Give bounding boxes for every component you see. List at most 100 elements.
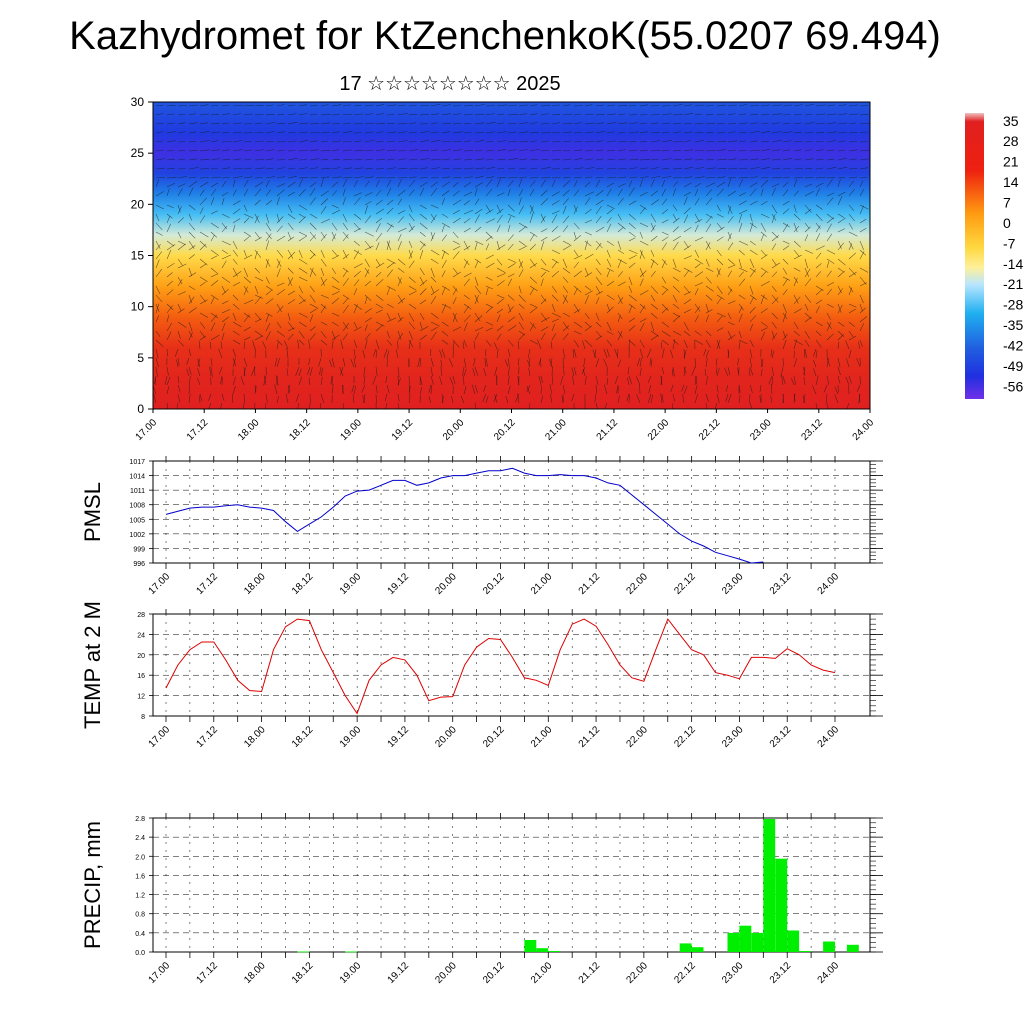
wind-vector <box>639 318 647 323</box>
wind-vector <box>551 177 561 179</box>
wind-vector <box>331 249 338 257</box>
wind-vector <box>507 123 517 125</box>
wind-vector <box>518 285 522 294</box>
wind-vector <box>441 393 444 404</box>
wind-vector <box>507 316 516 323</box>
wind-vector <box>364 168 373 170</box>
wind-vector <box>397 140 408 143</box>
wind-vector <box>353 213 362 220</box>
wind-vector <box>672 176 683 179</box>
wind-vector <box>562 113 573 116</box>
wind-vector <box>331 140 341 143</box>
wind-vector <box>364 139 375 143</box>
y-tick-label: 8 <box>141 714 145 721</box>
wind-vector <box>320 122 330 125</box>
wind-vector <box>793 254 802 260</box>
wind-vector <box>837 303 842 313</box>
wind-vector <box>397 297 406 305</box>
wind-vector <box>573 231 577 240</box>
wind-vector <box>826 122 837 125</box>
wind-vector <box>540 213 545 222</box>
wind-vector <box>309 187 316 197</box>
wind-vector <box>782 278 788 287</box>
wind-vector <box>485 327 493 332</box>
wind-vector <box>342 321 349 330</box>
wind-vector <box>397 210 406 215</box>
wind-vector <box>485 236 492 242</box>
wind-vector <box>287 168 296 170</box>
wind-vector <box>540 385 542 395</box>
wind-vector <box>771 297 779 305</box>
wind-vector <box>639 122 648 125</box>
wind-vector <box>265 322 271 332</box>
wind-vector <box>793 358 798 368</box>
wind-vector <box>166 249 172 260</box>
wind-vector <box>595 384 598 394</box>
wind-vector <box>793 158 802 161</box>
x-tick-label: 19.00 <box>338 960 364 986</box>
colorbar-label: -14 <box>1003 256 1023 272</box>
wind-vector <box>496 149 506 152</box>
wind-vector <box>408 240 413 248</box>
wind-vector <box>441 213 449 218</box>
wind-vector <box>672 303 680 310</box>
wind-vector <box>166 272 173 278</box>
wind-vector <box>573 348 577 358</box>
wind-vector <box>650 179 655 188</box>
wind-vector <box>210 255 218 260</box>
wind-vector <box>155 285 161 295</box>
wind-vector <box>199 215 206 224</box>
wind-vector <box>386 149 397 152</box>
wind-vector <box>309 333 316 341</box>
wind-vector <box>386 358 388 368</box>
wind-vector <box>793 330 800 337</box>
wind-vector <box>408 393 411 404</box>
wind-vector <box>683 366 687 374</box>
wind-vector <box>386 177 396 179</box>
wind-vector <box>232 321 242 328</box>
wind-vector <box>210 312 219 319</box>
wind-vector <box>397 294 404 304</box>
wind-vector <box>208 402 212 409</box>
wind-vector <box>276 189 285 197</box>
wind-vector <box>155 122 164 125</box>
wind-vector <box>737 357 740 366</box>
wind-vector <box>551 191 560 197</box>
wind-vector <box>342 213 347 222</box>
wind-vector <box>362 395 366 404</box>
wind-vector <box>452 312 458 323</box>
wind-vector <box>298 231 307 237</box>
wind-vector <box>661 113 672 116</box>
precip-bar <box>345 951 358 953</box>
wind-vector <box>716 181 726 188</box>
wind-vector <box>705 393 709 402</box>
wind-vector <box>408 225 415 233</box>
wind-vector <box>386 131 397 134</box>
wind-vector <box>826 149 835 152</box>
wind-vector <box>286 368 289 377</box>
wind-vector <box>408 114 417 116</box>
wind-vector <box>749 200 758 206</box>
wind-vector <box>628 249 638 254</box>
wind-vector <box>650 199 660 206</box>
wind-vector <box>155 357 159 368</box>
wind-vector <box>364 339 368 350</box>
wind-vector <box>232 208 241 215</box>
wind-vector <box>276 213 280 222</box>
wind-vector <box>188 104 199 107</box>
wind-vector <box>221 322 226 332</box>
wind-vector <box>793 296 801 305</box>
wind-vector <box>595 167 604 170</box>
wind-vector <box>694 357 696 368</box>
wind-vector <box>197 357 201 367</box>
wind-vector <box>793 104 803 107</box>
wind-vector <box>386 303 394 308</box>
wind-vector <box>319 402 322 409</box>
wind-vector <box>221 197 225 206</box>
wind-vector <box>331 181 339 188</box>
wind-vector <box>297 339 300 350</box>
wind-vector <box>353 180 358 188</box>
wind-vector <box>397 377 401 386</box>
wind-vector <box>496 178 501 188</box>
